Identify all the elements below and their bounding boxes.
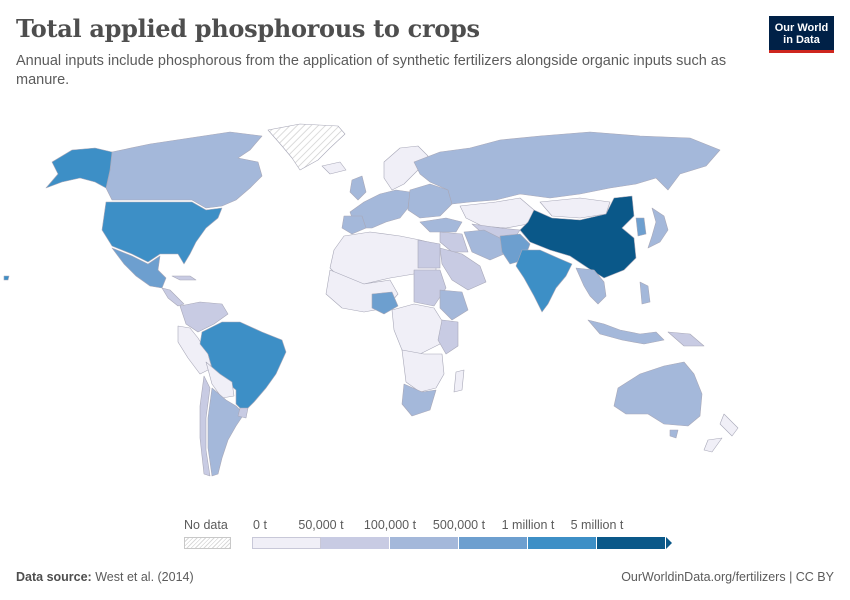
region-brazil[interactable]	[199, 321, 287, 413]
region-saudi-arabia[interactable]	[439, 247, 487, 291]
owid-logo[interactable]: Our World in Data	[769, 16, 834, 53]
region-kazakhstan[interactable]	[459, 197, 535, 229]
legend-label-4: 1 million t	[501, 518, 555, 532]
region-canada[interactable]	[105, 131, 263, 209]
region-colombia-venezuela[interactable]	[179, 301, 229, 333]
region-caribbean[interactable]	[171, 275, 197, 281]
region-mexico[interactable]	[111, 247, 167, 289]
region-greenland[interactable]	[267, 123, 346, 171]
legend-bin-1[interactable]	[321, 537, 390, 549]
legend-bin-2[interactable]	[390, 537, 459, 549]
region-bolivia[interactable]	[205, 361, 235, 399]
region-ethiopia[interactable]	[439, 289, 469, 321]
data-source-label: Data source:	[16, 570, 92, 584]
data-source: Data source: West et al. (2014)	[16, 570, 194, 584]
legend-bin-3[interactable]	[459, 537, 528, 549]
region-argentina[interactable]	[207, 387, 245, 477]
region-spain[interactable]	[341, 215, 367, 235]
region-korea[interactable]	[635, 217, 647, 237]
region-indonesia[interactable]	[587, 319, 665, 345]
legend-label-2: 100,000 t	[363, 518, 417, 532]
region-east-africa[interactable]	[437, 319, 459, 355]
region-chile[interactable]	[199, 375, 211, 477]
region-uk[interactable]	[349, 175, 367, 201]
legend-label-1: 50,000 t	[298, 518, 344, 532]
region-south-africa[interactable]	[401, 383, 437, 417]
region-central-africa[interactable]	[391, 303, 445, 355]
legend-no-data-swatch	[184, 537, 231, 549]
legend-label-3: 500,000 t	[432, 518, 486, 532]
region-uruguay[interactable]	[237, 407, 249, 419]
legend-label-0: 0 t	[253, 518, 267, 532]
region-madagascar[interactable]	[453, 369, 465, 393]
legend-bin-5[interactable]	[597, 537, 666, 549]
world-map	[3, 123, 739, 477]
region-united-states[interactable]	[101, 201, 223, 265]
region-egypt[interactable]	[417, 239, 441, 269]
region-turkey[interactable]	[419, 217, 463, 233]
region-japan[interactable]	[647, 207, 669, 249]
region-papua[interactable]	[667, 331, 705, 347]
region-hawaii[interactable]	[3, 275, 10, 281]
region-russia[interactable]	[413, 131, 721, 205]
region-india[interactable]	[515, 249, 573, 313]
region-mongolia[interactable]	[539, 197, 611, 219]
footer-url[interactable]: OurWorldinData.org/fertilizers | CC BY	[621, 570, 834, 584]
data-source-value[interactable]: West et al. (2014)	[95, 570, 194, 584]
region-southeast-asia[interactable]	[575, 267, 607, 305]
region-australia[interactable]	[613, 361, 703, 427]
region-iraq-syria[interactable]	[439, 231, 469, 253]
legend-no-data-label: No data	[184, 518, 228, 532]
region-china[interactable]	[519, 195, 637, 279]
legend-label-5: 5 million t	[570, 518, 624, 532]
logo-line-2: in Data	[783, 34, 820, 46]
legend-bin-4[interactable]	[528, 537, 597, 549]
region-nigeria[interactable]	[371, 291, 399, 315]
chart-subtitle: Annual inputs include phosphorous from t…	[16, 53, 727, 88]
legend-arrow-icon	[666, 537, 672, 549]
region-alaska[interactable]	[45, 147, 113, 189]
region-southern-africa[interactable]	[401, 349, 445, 393]
region-tasmania[interactable]	[669, 429, 679, 439]
legend-bin-0[interactable]	[252, 537, 321, 549]
region-central-america[interactable]	[161, 287, 185, 307]
region-iceland[interactable]	[321, 161, 347, 175]
region-eastern-europe[interactable]	[407, 183, 453, 219]
map-legend: No data 0 t 50,000 t 100,000 t 500,000 t 1 m…	[0, 512, 850, 552]
logo-line-1: Our World	[774, 22, 829, 34]
chart-title: Total applied phosphorous to crops	[16, 14, 480, 43]
region-new-zealand[interactable]	[703, 413, 739, 453]
region-philippines[interactable]	[639, 281, 651, 305]
